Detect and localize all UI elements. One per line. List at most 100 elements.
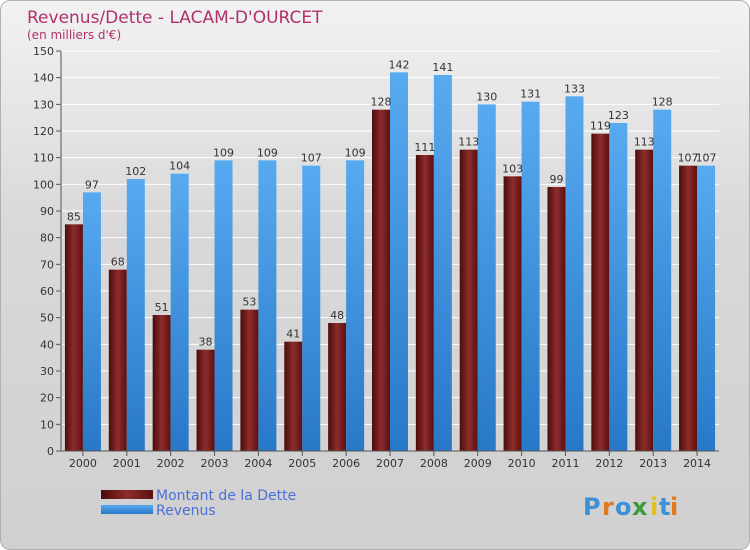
bar-debt-2004 bbox=[240, 309, 259, 451]
y-tick-label: 60 bbox=[40, 285, 54, 298]
y-tick-label: 120 bbox=[33, 125, 54, 138]
x-tick-label: 2007 bbox=[376, 457, 404, 470]
x-tick-label: 2012 bbox=[595, 457, 623, 470]
y-tick-label: 20 bbox=[40, 392, 54, 405]
data-label-debt-2013: 113 bbox=[634, 136, 655, 149]
x-tick-label: 2013 bbox=[639, 457, 667, 470]
y-tick-label: 100 bbox=[33, 178, 54, 191]
bar-revenus-2006 bbox=[346, 160, 365, 452]
data-label-revenus-2014: 107 bbox=[696, 152, 717, 165]
data-label-debt-2006: 48 bbox=[330, 309, 344, 322]
y-tick-label: 80 bbox=[40, 232, 54, 245]
y-tick-label: 110 bbox=[33, 152, 54, 165]
chart-title: Revenus/Dette - LACAM-D'OURCET bbox=[27, 8, 323, 28]
data-label-debt-2000: 85 bbox=[67, 210, 81, 223]
x-tick-label: 2011 bbox=[551, 457, 579, 470]
bar-revenus-2001 bbox=[126, 179, 145, 451]
logo-letter: i bbox=[670, 493, 678, 521]
bar-debt-2005 bbox=[284, 341, 303, 451]
x-tick-label: 2014 bbox=[683, 457, 711, 470]
bar-revenus-2003 bbox=[214, 160, 233, 452]
logo-letter: i bbox=[650, 493, 658, 521]
data-label-revenus-2002: 104 bbox=[169, 160, 190, 173]
bar-debt-2009 bbox=[459, 149, 478, 451]
data-label-revenus-2005: 107 bbox=[301, 152, 322, 165]
bar-debt-2003 bbox=[196, 349, 215, 451]
bar-revenus-2013 bbox=[653, 109, 672, 452]
x-tick-label: 2006 bbox=[332, 457, 360, 470]
legend-swatch-debt bbox=[101, 490, 153, 499]
data-label-debt-2008: 111 bbox=[414, 141, 435, 154]
bar-revenus-2008 bbox=[433, 75, 452, 451]
data-label-revenus-2001: 102 bbox=[125, 165, 146, 178]
y-tick-label: 130 bbox=[33, 98, 54, 111]
x-tick-label: 2001 bbox=[113, 457, 141, 470]
data-label-debt-2003: 38 bbox=[199, 336, 213, 349]
bar-revenus-2012 bbox=[609, 123, 628, 451]
data-label-revenus-2007: 142 bbox=[389, 58, 410, 71]
x-tick-label: 2010 bbox=[508, 457, 536, 470]
data-label-revenus-2010: 131 bbox=[520, 88, 541, 101]
x-tick-label: 2000 bbox=[69, 457, 97, 470]
bars bbox=[64, 72, 716, 452]
x-tick-label: 2002 bbox=[157, 457, 185, 470]
legend-label-debt: Montant de la Dette bbox=[156, 488, 296, 504]
x-axis-ticks: 2000 2001 2002 2003 2004 2005 2006 2007 2008 2009… bbox=[69, 451, 711, 470]
bar-debt-2006 bbox=[328, 323, 347, 451]
x-tick-label: 2009 bbox=[464, 457, 492, 470]
bar-debt-2013 bbox=[635, 149, 654, 451]
data-label-revenus-2011: 133 bbox=[564, 82, 585, 95]
legend-swatch-revenus bbox=[101, 505, 153, 514]
axes bbox=[60, 51, 719, 452]
bar-revenus-2011 bbox=[565, 96, 584, 451]
data-label-debt-2007: 128 bbox=[371, 96, 392, 109]
y-tick-label: 150 bbox=[33, 45, 54, 58]
x-tick-label: 2008 bbox=[420, 457, 448, 470]
chart-subtitle: (en milliers d'€) bbox=[27, 28, 121, 42]
data-label-debt-2011: 99 bbox=[549, 173, 563, 186]
y-tick-label: 0 bbox=[47, 445, 54, 458]
y-tick-label: 140 bbox=[33, 72, 54, 85]
data-label-debt-2014: 107 bbox=[678, 152, 699, 165]
bar-debt-2010 bbox=[503, 176, 522, 452]
data-labels: 85 97 68 102 51 104 38 109 53 109 41 107 48 109 128 142… bbox=[67, 58, 717, 348]
bar-debt-2011 bbox=[547, 187, 566, 451]
x-tick-label: 2004 bbox=[244, 457, 272, 470]
data-label-revenus-2000: 97 bbox=[85, 178, 99, 191]
bar-revenus-2004 bbox=[258, 160, 277, 452]
y-tick-label: 10 bbox=[40, 418, 54, 431]
data-label-revenus-2003: 109 bbox=[213, 146, 234, 159]
bar-debt-2012 bbox=[591, 133, 610, 451]
x-tick-label: 2005 bbox=[288, 457, 316, 470]
bar-revenus-2002 bbox=[170, 173, 189, 451]
data-label-revenus-2009: 130 bbox=[476, 90, 497, 103]
data-label-revenus-2012: 123 bbox=[608, 109, 629, 122]
bar-revenus-2010 bbox=[521, 101, 540, 452]
legend: Montant de la Dette Revenus bbox=[101, 488, 296, 519]
y-tick-label: 40 bbox=[40, 338, 54, 351]
logo-letter: x bbox=[632, 493, 648, 521]
bar-revenus-2014 bbox=[697, 165, 716, 451]
bar-revenus-2000 bbox=[82, 192, 101, 452]
data-label-debt-2012: 119 bbox=[590, 120, 611, 133]
legend-label-revenus: Revenus bbox=[156, 503, 216, 519]
logo-letter: P bbox=[583, 493, 601, 521]
bar-debt-2002 bbox=[152, 315, 171, 451]
logo-letter: r bbox=[602, 493, 614, 521]
bar-debt-2001 bbox=[108, 269, 127, 451]
bar-debt-2008 bbox=[415, 155, 434, 451]
data-label-revenus-2006: 109 bbox=[345, 146, 366, 159]
data-label-debt-2005: 41 bbox=[286, 328, 300, 341]
data-label-revenus-2013: 128 bbox=[652, 96, 673, 109]
bar-revenus-2009 bbox=[477, 104, 496, 451]
y-axis-ticks: 0 10 20 30 40 50 60 70 80 90 100 110 120 130 140 150 bbox=[33, 45, 61, 458]
data-label-revenus-2004: 109 bbox=[257, 146, 278, 159]
data-label-debt-2009: 113 bbox=[458, 136, 479, 149]
bar-revenus-2007 bbox=[390, 72, 408, 451]
y-tick-label: 70 bbox=[40, 258, 54, 271]
bar-debt-2014 bbox=[679, 165, 698, 451]
logo-letter: t bbox=[659, 493, 670, 521]
